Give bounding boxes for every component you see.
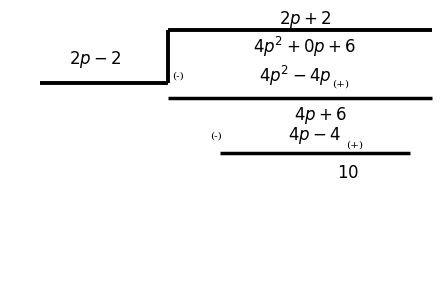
Text: $10$: $10$ [337, 164, 359, 181]
Text: (+): (+) [346, 140, 363, 149]
Text: (+): (+) [332, 79, 349, 88]
Text: $4p^2 + 0p + 6$: $4p^2 + 0p + 6$ [254, 35, 357, 59]
Text: $4p^2 - 4p$: $4p^2 - 4p$ [259, 64, 331, 88]
Text: (-): (-) [172, 71, 184, 80]
Text: (-): (-) [210, 132, 222, 140]
Text: $2p - 2$: $2p - 2$ [69, 50, 121, 71]
Text: $4p + 6$: $4p + 6$ [294, 104, 347, 125]
Text: $4p - 4$: $4p - 4$ [288, 125, 341, 147]
Text: $2p + 2$: $2p + 2$ [279, 9, 331, 30]
